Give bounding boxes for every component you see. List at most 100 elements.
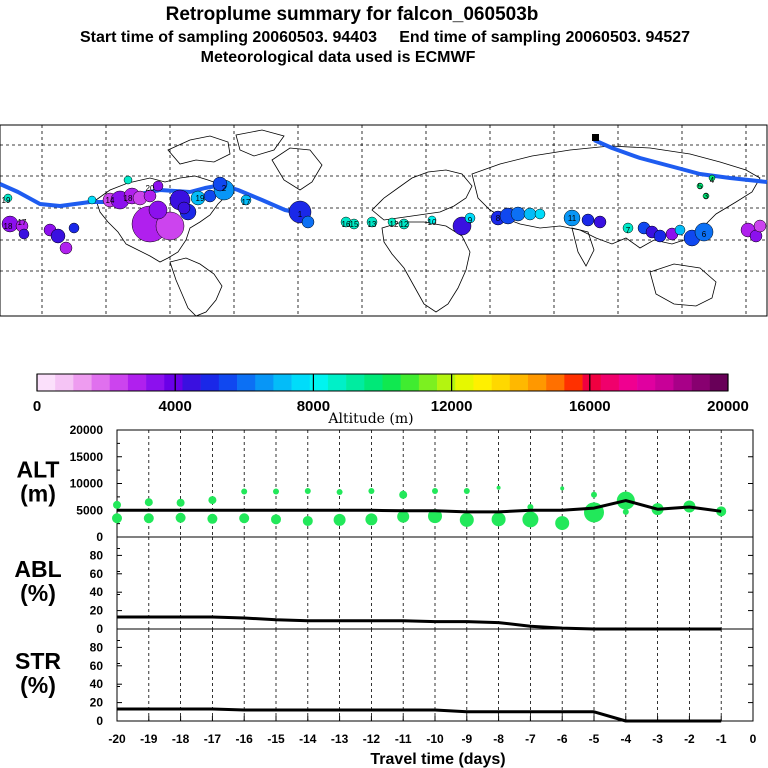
x-tick-label: -11 [395,732,412,746]
cluster-day-label: 19 [2,196,11,205]
colorbar-swatch [418,374,438,391]
y-tick-label: 20 [90,604,104,618]
plume-cluster-dot [696,182,704,190]
plume-cluster-dot [143,189,157,203]
altitude-cluster-point [176,498,185,507]
altitude-cluster-point [591,491,597,498]
y-tick-label: 60 [90,659,104,673]
panel-str: 0 20 40 60 80 STR(%) [15,628,754,728]
cluster-day-label: 11 [568,214,577,223]
release-point-marker [592,134,599,141]
altitude-cluster-point [241,488,248,495]
trajectory-line-east [593,138,768,184]
colorbar-swatch [91,374,111,391]
x-tick-label: -17 [204,732,222,746]
x-tick-label: -15 [267,732,285,746]
time-series-panels: 05000100001500020000ALT(m)020406080ABL(%… [14,423,756,746]
plume-cluster-dot [301,215,315,229]
altitude-cluster-point [496,485,501,490]
cluster-day-label: 4 [710,176,715,185]
colorbar-swatch [55,374,74,391]
colorbar-swatch [146,374,165,391]
panel-series-line [117,707,722,723]
colorbar-swatch [509,374,529,391]
plume-cluster-dot [622,222,634,234]
title-line-2: Start time of sampling 20060503. 94403 E… [80,29,690,46]
altitude-cluster-point [113,500,121,509]
altitude-cluster-point [302,515,313,526]
plume-cluster-dot [534,208,546,220]
plume-cluster-dot [155,211,185,241]
coast-australia [649,263,717,307]
x-tick-label: -2 [684,732,695,746]
x-tick-label: -8 [493,732,504,746]
altitude-cluster-point [522,511,539,528]
colorbar-swatch [200,374,220,391]
y-tick-label: 15000 [70,450,104,464]
altitude-cluster-point [397,510,410,523]
altitude-cluster-point [491,512,506,527]
colorbar-swatch [309,374,329,391]
colorbar-swatch [527,374,547,391]
altitude-cluster-point [271,514,281,525]
cluster-day-label: 9 [468,216,473,225]
altitude-cluster-point [432,487,438,494]
coast-africa [381,221,471,313]
cluster-day-label: 17 [18,218,27,227]
plume-cluster-dot [152,180,164,192]
colorbar-swatch [327,374,347,391]
colorbar-swatch [237,374,256,391]
colorbar-swatch [73,374,92,391]
cluster-day-label: 19 [196,194,205,203]
altitude-cluster-point [555,516,570,531]
y-tick-label: 60 [90,567,104,581]
colorbar-swatch [382,374,401,391]
colorbar-swatch [437,374,456,391]
colorbar-swatch [582,374,602,391]
map-frame [0,124,768,317]
altitude-cluster-point [399,490,408,499]
altitude-cluster-point [368,487,375,494]
cluster-day-label: 15 [350,220,359,229]
panel-y-label: (%) [20,672,56,698]
altitude-cluster-point [333,513,346,526]
x-tick-label: -18 [172,732,190,746]
altitude-cluster-point [239,513,250,524]
plume-cluster-dot [123,175,133,185]
plume-cluster-dot [523,207,537,221]
y-tick-label: 20 [90,696,104,710]
colorbar-swatch [273,374,292,391]
x-tick-label: -4 [620,732,631,746]
plume-cluster-dot [50,228,66,244]
x-tick-label: -9 [461,732,472,746]
title-line-1: Retroplume summary for falcon_060503b [166,4,539,25]
x-tick-label: -3 [652,732,663,746]
y-tick-label: 40 [90,677,104,691]
altitude-cluster-point [716,506,727,517]
plume-cluster-dot [694,222,714,242]
y-tick-label: 0 [96,530,103,544]
plume-cluster-dot [148,200,168,220]
panel-series-line [117,499,722,514]
x-tick-label: -16 [236,732,254,746]
altitude-cluster-point [143,513,154,524]
colorbar-swatch [218,374,238,391]
colorbar-swatch [255,374,274,391]
coast-greenland [271,147,323,191]
panel-y-label: (m) [20,481,56,507]
panel-series-line [117,615,722,631]
panel-y-label: STR [15,648,61,674]
x-tick-label: 0 [750,732,757,746]
panel-y-label: ABL [14,556,61,582]
cluster-day-label: 8 [496,214,501,223]
title-line-3: Meteorological data used is ECMWF [201,49,476,66]
colorbar-swatch [182,374,201,391]
plume-cluster-dot [702,192,710,200]
plume-cluster-dot [348,218,360,230]
plume-cluster-dot [18,228,30,240]
x-tick-label: -6 [557,732,568,746]
plume-cluster-dot [3,193,13,203]
colorbar-swatch [673,374,692,391]
plume-cluster-dot [593,215,607,229]
y-tick-label: 0 [96,622,103,636]
